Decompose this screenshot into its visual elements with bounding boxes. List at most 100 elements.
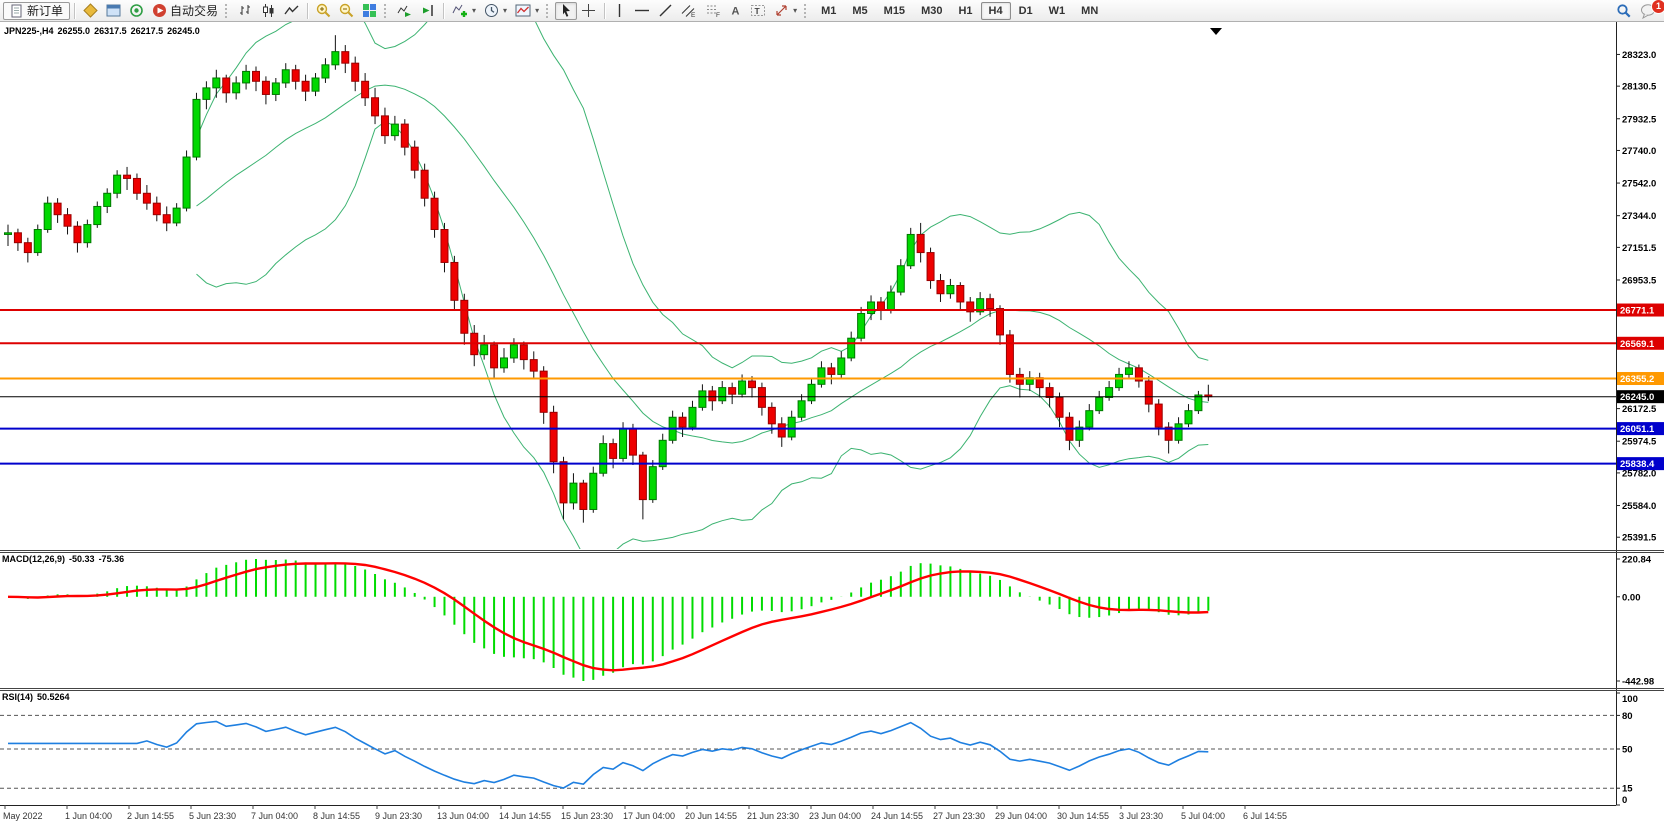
- equidistant-channel-button[interactable]: E: [677, 2, 701, 20]
- timeframe-m30[interactable]: M30: [921, 4, 943, 17]
- candle-up: [896, 265, 905, 293]
- timeframe-m1[interactable]: M1: [821, 4, 837, 17]
- cursor-button[interactable]: [555, 1, 578, 20]
- ohlc-high: 26317.5: [94, 26, 127, 36]
- cursor-icon: [563, 4, 571, 17]
- macd-axis-label: 220.84: [1622, 555, 1652, 566]
- crosshair-icon: [582, 4, 596, 17]
- svg-text:A: A: [732, 6, 740, 18]
- candle-down: [132, 177, 141, 194]
- dropdown-caret: ▾: [535, 6, 540, 15]
- macd-value-2: -75.36: [98, 554, 125, 564]
- price-line-label-box: [1617, 303, 1664, 317]
- candle-up: [817, 367, 826, 385]
- separator: [74, 2, 76, 19]
- price-tick-label: 27542.0: [1622, 179, 1656, 190]
- separator: [443, 2, 445, 19]
- search-button[interactable]: [1612, 2, 1636, 20]
- candle-down: [996, 308, 1004, 336]
- candle-down: [450, 261, 459, 301]
- timeframe-h1[interactable]: H1: [958, 4, 973, 17]
- candle-up: [4, 232, 12, 235]
- candle-down: [728, 387, 737, 395]
- timeframe-m5[interactable]: M5: [852, 4, 868, 17]
- text-label-icon: T: [751, 5, 766, 16]
- text-label-button[interactable]: T: [746, 2, 770, 20]
- candle-down: [519, 344, 528, 361]
- candle-up: [192, 98, 201, 158]
- fibonacci-button[interactable]: F: [701, 2, 725, 20]
- candle-up: [172, 207, 181, 224]
- horizontal-line-icon: [635, 9, 650, 12]
- dropdown-caret: ▾: [472, 6, 477, 15]
- timeframe-m15[interactable]: M15: [883, 4, 906, 17]
- bar-chart-button[interactable]: [234, 2, 257, 20]
- line-chart-button[interactable]: [280, 2, 303, 20]
- periods-button[interactable]: ▾: [480, 2, 511, 20]
- candle-down: [678, 416, 687, 428]
- candle-down: [23, 242, 32, 254]
- macd-indicator-label: MACD(12,26,9) -50.33 -75.36: [2, 554, 128, 564]
- rsi-axis-label: 15: [1622, 784, 1633, 795]
- candle-up: [202, 87, 211, 100]
- candle-down: [1144, 380, 1153, 405]
- candlestick-chart-icon: [263, 4, 274, 17]
- auto-scroll-button[interactable]: [393, 2, 416, 20]
- candle-down: [252, 70, 260, 82]
- candle-down: [1154, 403, 1163, 428]
- arrows-button[interactable]: ▾: [770, 2, 801, 20]
- candle-down: [400, 123, 409, 148]
- price-tick-label: 27932.5: [1622, 114, 1657, 125]
- rsi-pane[interactable]: 100 80 50 150: [0, 692, 1638, 806]
- chart-canvas[interactable]: 28323.0 28130.5 27932.5 27740.0 27542.0 27344…: [0, 22, 1664, 825]
- timeframe-mn[interactable]: MN: [1081, 4, 1099, 17]
- candle-up: [946, 285, 955, 295]
- autotrading-label: 自动交易: [170, 4, 219, 18]
- candle-up: [847, 337, 856, 359]
- date-axis[interactable]: May 2022 1 Jun 04:00 2 Jun 14:55 5 Jun 23:3…: [3, 805, 1287, 821]
- zoom-in-button[interactable]: [312, 2, 335, 20]
- macd-axis-label: -442.98: [1622, 677, 1654, 688]
- signals-button[interactable]: [125, 2, 148, 20]
- price-line-label-box: [1617, 372, 1664, 386]
- horizontal-line-button[interactable]: [630, 2, 654, 20]
- main-price-pane[interactable]: [0, 22, 1616, 559]
- candle-up: [1075, 426, 1084, 441]
- candle-down: [1164, 426, 1173, 441]
- notifications-button[interactable]: 1: [1636, 0, 1664, 20]
- timeframe-d1[interactable]: D1: [1018, 4, 1033, 17]
- zoom-out-button[interactable]: [335, 2, 358, 20]
- candle-up: [1115, 373, 1124, 389]
- tile-windows-button[interactable]: [358, 2, 381, 20]
- arrows-icon: [776, 5, 787, 16]
- data-window-button[interactable]: [102, 2, 125, 20]
- timeframe-h4[interactable]: H4: [980, 1, 1011, 20]
- symbols-button[interactable]: [79, 2, 102, 20]
- bollinger-band-line: [196, 120, 1209, 549]
- chart-shift-button[interactable]: [416, 2, 439, 20]
- candle-down: [490, 344, 499, 369]
- price-scale[interactable]: 28323.0 28130.5 27932.5 27740.0 27542.0 27344…: [1616, 50, 1664, 544]
- trendline-button[interactable]: [654, 2, 677, 20]
- end-marker-icon: [1210, 28, 1222, 35]
- candle-up: [1174, 423, 1183, 441]
- price-line-label: 26771.1: [1620, 306, 1655, 317]
- autotrading-icon: [153, 4, 167, 17]
- timeframe-w1[interactable]: W1: [1048, 4, 1066, 17]
- templates-button[interactable]: ▾: [511, 2, 543, 20]
- candlestick-chart-button[interactable]: [257, 2, 280, 20]
- vertical-line-button[interactable]: [609, 2, 630, 20]
- macd-pane[interactable]: 220.84 0.00 -442.98: [7, 555, 1654, 688]
- indicators-button[interactable]: ▾: [448, 2, 480, 20]
- crosshair-button[interactable]: [577, 2, 600, 20]
- autotrading-button[interactable]: 自动交易: [148, 2, 222, 20]
- line-chart-icon: [284, 5, 299, 15]
- candle-up: [103, 192, 112, 207]
- candle-up: [787, 416, 796, 438]
- text-button[interactable]: A: [725, 2, 746, 20]
- new-order-button[interactable]: 新订单: [3, 1, 71, 20]
- ohlc-close: 26245.0: [167, 26, 200, 36]
- symbol-title: JPN225-,H4 26255.0 26317.5 26217.5 26245.0: [4, 26, 204, 36]
- price-line-label-box: [1617, 422, 1664, 436]
